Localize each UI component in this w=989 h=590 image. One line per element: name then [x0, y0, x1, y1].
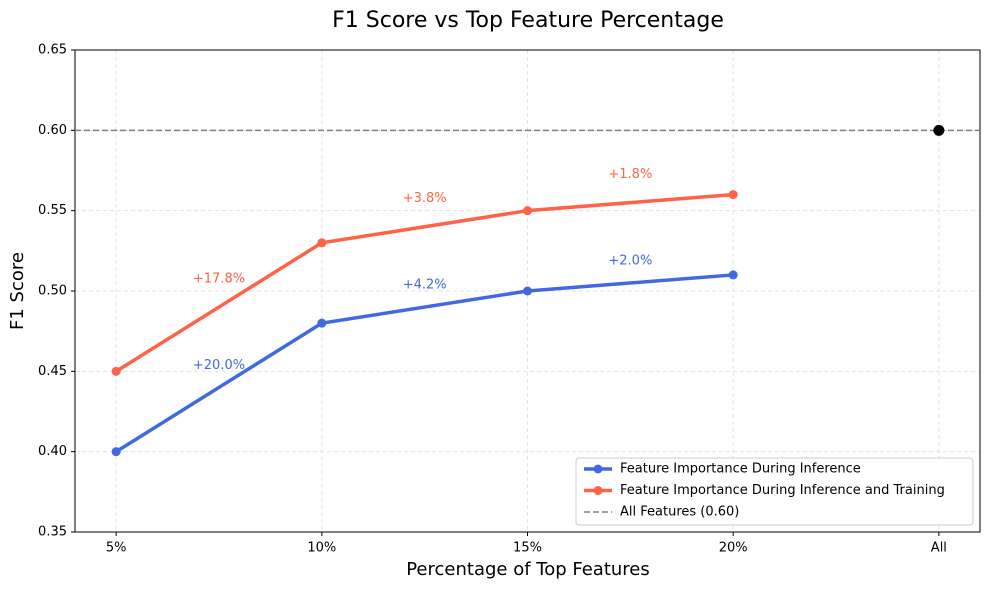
- legend-box: [575, 457, 974, 526]
- y-tick-label: 0.65: [38, 43, 67, 58]
- y-tick-label: 0.40: [38, 444, 67, 459]
- series-point: [317, 238, 327, 248]
- series-line: [115, 273, 734, 454]
- series-point: [728, 270, 738, 280]
- y-axis-label: F1 Score: [7, 252, 28, 330]
- legend-swatch: [593, 464, 603, 474]
- y-tick-label: 0.45: [38, 364, 67, 379]
- y-tick-label: 0.60: [38, 123, 67, 138]
- series-line: [115, 192, 734, 373]
- x-tick-label: 5%: [106, 541, 127, 556]
- annotation: +4.2%: [403, 278, 447, 293]
- series-point: [523, 286, 532, 296]
- legend-label: Feature Importance During Inference and …: [620, 483, 945, 498]
- series-point: [111, 366, 121, 376]
- y-tick-label: 0.55: [38, 203, 67, 218]
- series-point: [111, 447, 121, 457]
- series-point: [728, 190, 738, 200]
- legend-label: Feature Importance During Inference: [620, 462, 861, 477]
- series-point: [523, 206, 532, 216]
- x-tick-label: 20%: [719, 541, 748, 556]
- y-tick-label: 0.50: [38, 284, 67, 299]
- series-point: [317, 318, 327, 328]
- legend-swatch: [593, 486, 603, 495]
- annotation: +1.8%: [608, 167, 652, 182]
- x-axis-label: Percentage of Top Features: [406, 559, 650, 580]
- annotation: +3.8%: [403, 191, 447, 206]
- plot-frame: [74, 49, 981, 533]
- legend-label: All Features (0.60): [620, 505, 739, 520]
- reference-point: [933, 124, 945, 136]
- chart-title: F1 Score vs Top Feature Percentage: [332, 8, 724, 33]
- x-tick-label: 10%: [307, 541, 336, 556]
- annotation: +20.0%: [193, 358, 245, 373]
- x-tick-label: All: [931, 541, 947, 556]
- x-tick-label: 15%: [513, 541, 542, 556]
- annotation: +17.8%: [193, 272, 245, 287]
- annotation: +2.0%: [608, 253, 652, 268]
- y-tick-label: 0.35: [38, 525, 67, 540]
